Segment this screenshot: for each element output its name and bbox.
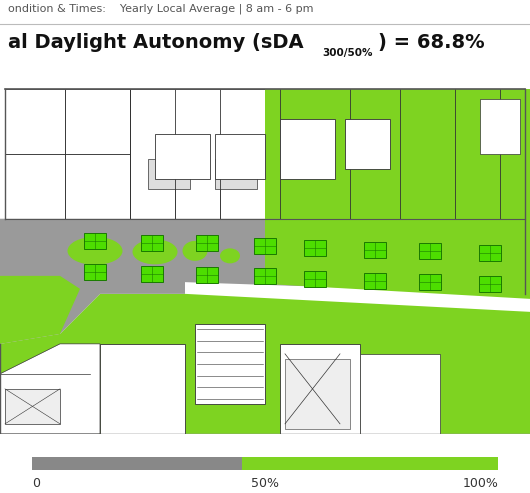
- FancyBboxPatch shape: [254, 268, 276, 284]
- FancyBboxPatch shape: [304, 240, 326, 256]
- Polygon shape: [0, 276, 185, 344]
- FancyBboxPatch shape: [215, 134, 265, 179]
- FancyBboxPatch shape: [479, 276, 501, 292]
- FancyBboxPatch shape: [304, 271, 326, 287]
- FancyBboxPatch shape: [254, 238, 276, 254]
- FancyBboxPatch shape: [84, 233, 106, 249]
- FancyBboxPatch shape: [345, 119, 390, 169]
- FancyBboxPatch shape: [155, 134, 210, 179]
- FancyBboxPatch shape: [141, 266, 163, 282]
- Polygon shape: [280, 89, 530, 219]
- FancyBboxPatch shape: [32, 457, 242, 470]
- Ellipse shape: [220, 248, 240, 263]
- Polygon shape: [0, 276, 80, 344]
- FancyBboxPatch shape: [480, 99, 520, 154]
- Text: ) = 68.8%: ) = 68.8%: [378, 33, 484, 52]
- FancyBboxPatch shape: [364, 242, 386, 258]
- Ellipse shape: [182, 241, 208, 261]
- FancyBboxPatch shape: [364, 273, 386, 289]
- FancyBboxPatch shape: [490, 119, 525, 169]
- Text: 300/50%: 300/50%: [322, 48, 373, 59]
- FancyBboxPatch shape: [280, 119, 335, 179]
- Polygon shape: [0, 294, 530, 434]
- FancyBboxPatch shape: [419, 243, 441, 259]
- FancyBboxPatch shape: [215, 159, 257, 189]
- Ellipse shape: [132, 240, 178, 264]
- Text: 100%: 100%: [462, 477, 498, 490]
- FancyBboxPatch shape: [0, 79, 530, 434]
- Polygon shape: [100, 344, 185, 434]
- Polygon shape: [5, 89, 130, 219]
- FancyBboxPatch shape: [280, 344, 360, 434]
- FancyBboxPatch shape: [419, 274, 441, 290]
- FancyBboxPatch shape: [196, 235, 218, 251]
- Text: ondition & Times:    Yearly Local Average | 8 am - 6 pm: ondition & Times: Yearly Local Average |…: [8, 4, 314, 14]
- Text: 0: 0: [32, 477, 40, 490]
- Text: al Daylight Autonomy (sDA: al Daylight Autonomy (sDA: [8, 33, 304, 52]
- Polygon shape: [265, 89, 530, 219]
- Polygon shape: [0, 219, 530, 294]
- FancyBboxPatch shape: [285, 359, 350, 429]
- Ellipse shape: [67, 237, 122, 265]
- FancyBboxPatch shape: [479, 245, 501, 261]
- Polygon shape: [265, 219, 530, 299]
- FancyBboxPatch shape: [196, 267, 218, 283]
- FancyBboxPatch shape: [5, 389, 60, 424]
- Text: 50%: 50%: [251, 477, 279, 490]
- FancyBboxPatch shape: [148, 159, 190, 189]
- FancyBboxPatch shape: [360, 354, 440, 434]
- Polygon shape: [0, 344, 100, 434]
- FancyBboxPatch shape: [84, 264, 106, 280]
- FancyBboxPatch shape: [242, 457, 498, 470]
- Polygon shape: [130, 89, 280, 219]
- FancyBboxPatch shape: [141, 235, 163, 251]
- FancyBboxPatch shape: [195, 324, 265, 404]
- Polygon shape: [0, 219, 280, 284]
